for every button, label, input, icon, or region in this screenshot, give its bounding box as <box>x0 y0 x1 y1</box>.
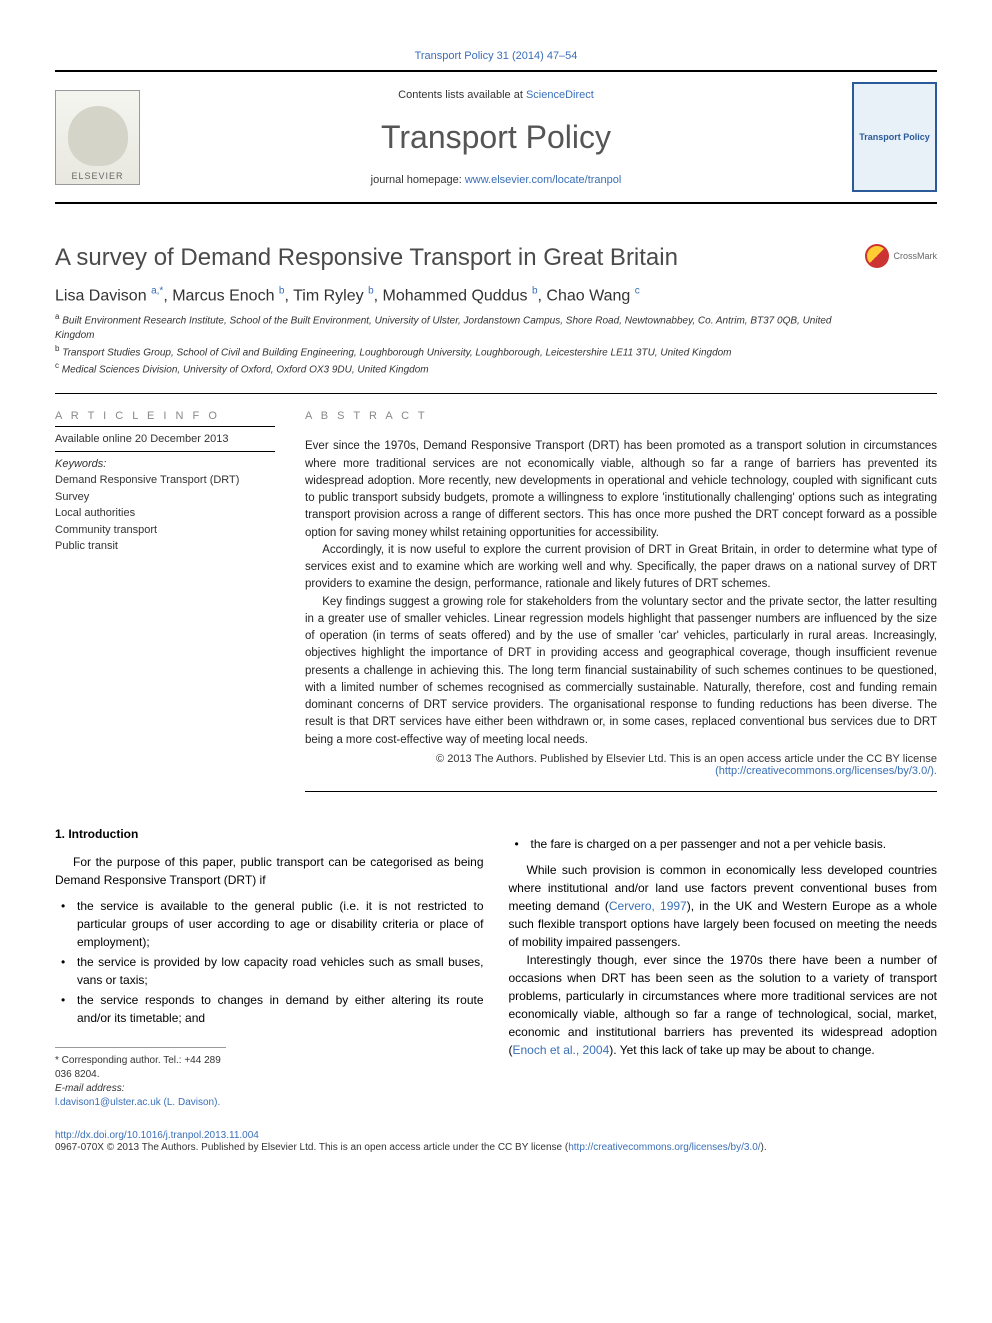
divider <box>55 393 937 394</box>
affiliation-b: b Transport Studies Group, School of Civ… <box>55 343 865 360</box>
affiliation-c: c Medical Sciences Division, University … <box>55 360 865 377</box>
keyword: Survey <box>55 489 275 506</box>
article-info-heading: A R T I C L E I N F O <box>55 410 275 427</box>
abstract-text: Ever since the 1970s, Demand Responsive … <box>305 438 937 749</box>
list-item: the service is available to the general … <box>67 897 484 951</box>
citation-cervero[interactable]: Cervero, 1997 <box>609 899 687 913</box>
page-footer: http://dx.doi.org/10.1016/j.tranpol.2013… <box>55 1130 937 1155</box>
footnotes: * Corresponding author. Tel.: +44 289 03… <box>55 1047 226 1110</box>
footer-license-link[interactable]: http://creativecommons.org/licenses/by/3… <box>568 1142 760 1153</box>
email-label: E-mail address: <box>55 1083 124 1094</box>
abstract-heading: A B S T R A C T <box>305 410 937 426</box>
article-title: A survey of Demand Responsive Transport … <box>55 244 865 272</box>
body-p-r1: While such provision is common in econom… <box>509 861 938 951</box>
body-right: While such provision is common in econom… <box>509 861 938 1059</box>
email-line: E-mail address: l.davison1@ulster.ac.uk … <box>55 1082 226 1110</box>
cover-title: Transport Policy <box>859 132 930 142</box>
crossmark-badge[interactable]: CrossMark <box>865 244 937 268</box>
keyword: Local authorities <box>55 505 275 522</box>
abstract-p2: Accordingly, it is now useful to explore… <box>305 542 937 594</box>
keyword: Community transport <box>55 522 275 539</box>
keywords-list: Demand Responsive Transport (DRT) Survey… <box>55 472 275 555</box>
keyword: Public transit <box>55 538 275 555</box>
author-4: Mohammed Quddus <box>383 287 528 304</box>
journal-citation[interactable]: Transport Policy 31 (2014) 47–54 <box>55 50 937 62</box>
keyword: Demand Responsive Transport (DRT) <box>55 472 275 489</box>
abstract-p1: Ever since the 1970s, Demand Responsive … <box>305 438 937 542</box>
author-email[interactable]: l.davison1@ulster.ac.uk (L. Davison). <box>55 1097 220 1108</box>
journal-header: ELSEVIER Contents lists available at Sci… <box>55 70 937 204</box>
abstract-divider <box>305 791 937 792</box>
contents-prefix: Contents lists available at <box>398 89 526 101</box>
body-left: For the purpose of this paper, public tr… <box>55 853 484 889</box>
license-link[interactable]: (http://creativecommons.org/licenses/by/… <box>715 765 937 777</box>
elsevier-logo: ELSEVIER <box>55 90 140 185</box>
keywords-label: Keywords: <box>55 458 275 470</box>
homepage-link[interactable]: www.elsevier.com/locate/tranpol <box>465 174 622 186</box>
author-5: Chao Wang <box>546 287 630 304</box>
abstract-p3: Key findings suggest a growing role for … <box>305 594 937 749</box>
available-online: Available online 20 December 2013 <box>55 433 275 452</box>
author-2-aff[interactable]: b <box>279 287 285 304</box>
copyright-text: © 2013 The Authors. Published by Elsevie… <box>436 753 937 765</box>
author-3-aff[interactable]: b <box>368 287 374 304</box>
list-item: the service responds to changes in deman… <box>67 991 484 1027</box>
intro-p1: For the purpose of this paper, public tr… <box>55 853 484 889</box>
author-1-corr[interactable]: * <box>159 287 163 304</box>
list-item: the service is provided by low capacity … <box>67 953 484 989</box>
elsevier-name: ELSEVIER <box>71 171 123 181</box>
body-p-r2: Interestingly though, ever since the 197… <box>509 951 938 1059</box>
drt-criteria-list: the service is available to the general … <box>55 897 484 1027</box>
copyright-line: © 2013 The Authors. Published by Elsevie… <box>305 753 937 777</box>
crossmark-label: CrossMark <box>893 251 937 261</box>
homepage-prefix: journal homepage: <box>371 174 465 186</box>
drt-criteria-list-cont: the fare is charged on a per passenger a… <box>509 835 938 853</box>
citation-enoch[interactable]: Enoch et al., 2004 <box>513 1043 610 1057</box>
affiliation-a: a Built Environment Research Institute, … <box>55 311 865 342</box>
author-1: Lisa Davison <box>55 287 147 304</box>
corresponding-author: * Corresponding author. Tel.: +44 289 03… <box>55 1054 226 1082</box>
affiliations: a Built Environment Research Institute, … <box>55 311 865 377</box>
section-1-heading: 1. Introduction <box>55 827 484 841</box>
list-item: the fare is charged on a per passenger a… <box>521 835 938 853</box>
doi-link[interactable]: http://dx.doi.org/10.1016/j.tranpol.2013… <box>55 1130 937 1141</box>
journal-title: Transport Policy <box>140 119 852 156</box>
author-4-aff[interactable]: b <box>532 287 538 304</box>
authors-list: Lisa Davison a,*, Marcus Enoch b, Tim Ry… <box>55 286 865 305</box>
author-3: Tim Ryley <box>293 287 364 304</box>
crossmark-icon <box>865 244 889 268</box>
journal-cover-thumbnail: Transport Policy <box>852 82 937 192</box>
contents-line: Contents lists available at ScienceDirec… <box>140 89 852 101</box>
sciencedirect-link[interactable]: ScienceDirect <box>526 89 594 101</box>
elsevier-tree-icon <box>68 106 128 166</box>
issn-copyright: 0967-070X © 2013 The Authors. Published … <box>55 1141 937 1155</box>
author-5-aff[interactable]: c <box>635 287 640 304</box>
author-2: Marcus Enoch <box>172 287 274 304</box>
homepage-line: journal homepage: www.elsevier.com/locat… <box>140 174 852 186</box>
